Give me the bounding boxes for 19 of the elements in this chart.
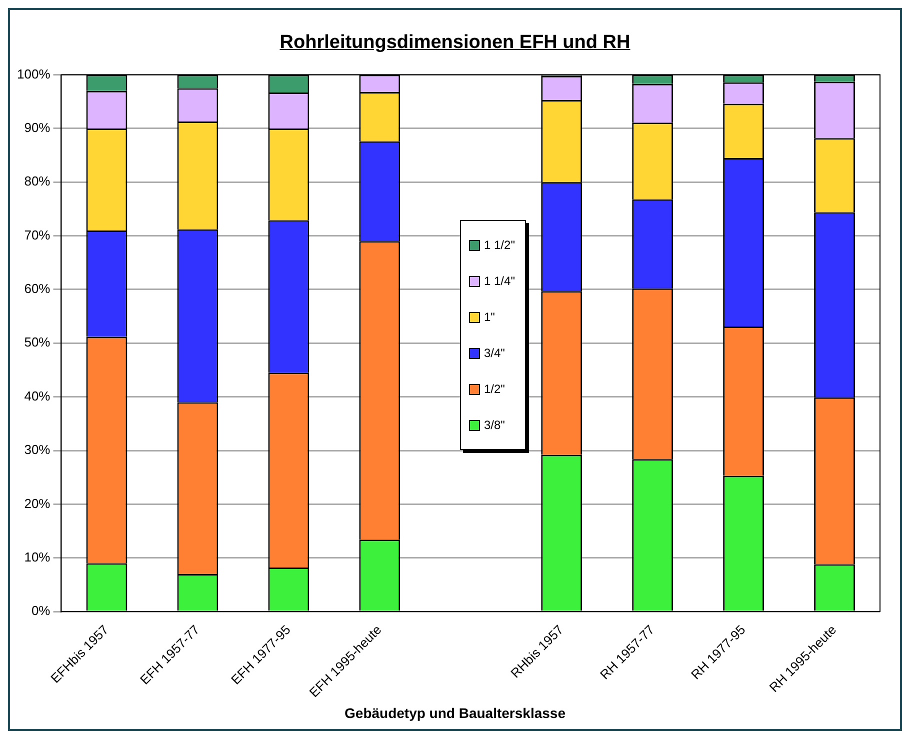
legend-label: 1": [484, 310, 495, 324]
y-tick-label: 50%: [24, 334, 51, 350]
y-tick-label: 60%: [24, 281, 51, 296]
y-tick-label: 20%: [24, 496, 51, 511]
legend-label: 1 1/4": [484, 274, 515, 288]
y-tick-label: 0%: [31, 603, 51, 618]
y-tick-label: 90%: [24, 120, 51, 136]
legend-label: 3/8": [484, 418, 505, 432]
legend-label: 3/4": [484, 346, 505, 360]
y-tick-label: 70%: [24, 227, 51, 242]
legend-label: 1/2": [484, 382, 505, 396]
y-tick-label: 100%: [17, 66, 51, 82]
chart-title: Rohrleitungsdimensionen EFH und RH: [278, 32, 632, 55]
y-tick-label: 40%: [24, 388, 51, 404]
y-tick-label: 80%: [24, 174, 51, 189]
y-tick-label: 10%: [24, 549, 51, 564]
x-axis-title: Gebäudetyp und Baualtersklasse: [344, 705, 566, 721]
legend-label: 1 1/2": [484, 238, 515, 252]
y-tick-label: 30%: [24, 442, 51, 458]
